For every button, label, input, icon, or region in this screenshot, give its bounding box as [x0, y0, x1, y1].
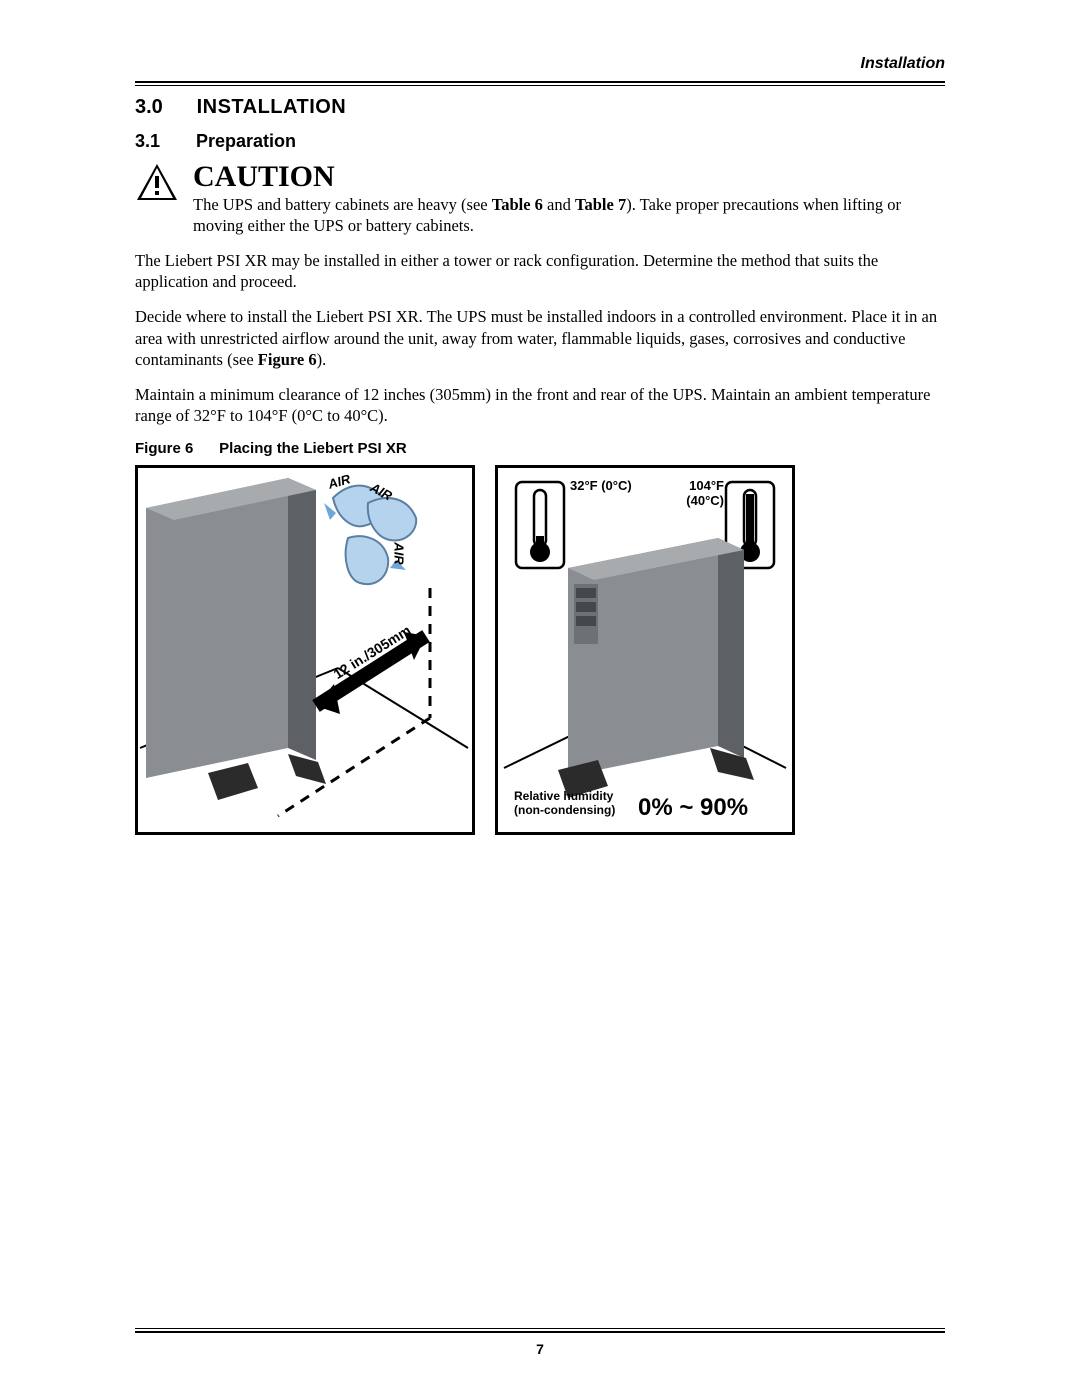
caution-and: and	[543, 195, 575, 214]
humidity-label: Relative humidity (non-condensing)	[514, 790, 615, 818]
footer-rule-thick	[135, 1331, 945, 1333]
paragraph-2: Decide where to install the Liebert PSI …	[135, 306, 945, 369]
figure-label: Figure 6	[135, 440, 215, 457]
section-heading: 3.0 INSTALLATION	[135, 96, 945, 119]
paragraph-2-pre: Decide where to install the Liebert PSI …	[135, 307, 937, 368]
temp-high-label: 104°F (40°C)	[648, 478, 724, 508]
caution-icon	[135, 162, 179, 236]
footer-rule-thin	[135, 1328, 945, 1329]
subsection-heading: 3.1 Preparation	[135, 131, 945, 152]
caution-text-pre: The UPS and battery cabinets are heavy (…	[193, 195, 492, 214]
caution-table6-ref: Table 6	[492, 195, 543, 214]
caution-text: The UPS and battery cabinets are heavy (…	[193, 194, 945, 236]
header-rule-thin	[135, 85, 945, 86]
paragraph-2-post: ).	[317, 350, 327, 369]
subsection-number: 3.1	[135, 131, 191, 152]
figure-6: AIR AIR AIR 12 in./305mm	[135, 465, 945, 835]
figure-6-right-panel: 32°F (0°C) 104°F (40°C) Relative humidit…	[495, 465, 795, 835]
figure-6-left-panel: AIR AIR AIR 12 in./305mm	[135, 465, 475, 835]
paragraph-2-figref: Figure 6	[258, 350, 317, 369]
subsection-title: Preparation	[196, 131, 296, 151]
clearance-diagram	[138, 468, 472, 832]
figure-caption-text: Placing the Liebert PSI XR	[219, 440, 407, 457]
humidity-label-2: (non-condensing)	[514, 803, 615, 817]
air-label-3: AIR	[392, 542, 407, 564]
figure-caption: Figure 6 Placing the Liebert PSI XR	[135, 440, 945, 457]
caution-table7-ref: Table 7	[575, 195, 626, 214]
running-header: Installation	[135, 55, 945, 73]
section-title: INSTALLATION	[197, 96, 347, 118]
section-number: 3.0	[135, 96, 191, 119]
caution-block: CAUTION The UPS and battery cabinets are…	[135, 162, 945, 236]
paragraph-1: The Liebert PSI XR may be installed in e…	[135, 250, 945, 292]
page-footer: 7	[135, 1328, 945, 1357]
environment-diagram	[498, 468, 792, 832]
paragraph-3: Maintain a minimum clearance of 12 inche…	[135, 384, 945, 426]
page-number: 7	[135, 1341, 945, 1357]
temp-low-label: 32°F (0°C)	[570, 478, 632, 493]
header-rule-thick	[135, 81, 945, 83]
humidity-label-1: Relative humidity	[514, 789, 613, 803]
caution-title: CAUTION	[193, 162, 945, 192]
humidity-range: 0% ~ 90%	[638, 794, 748, 822]
